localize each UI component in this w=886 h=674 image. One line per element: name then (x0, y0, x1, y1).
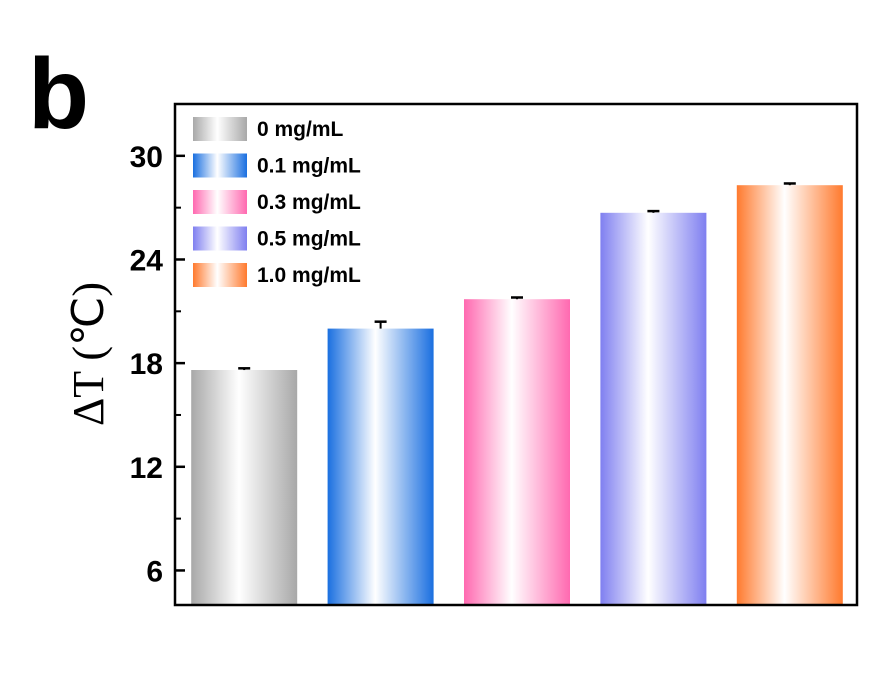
legend-label: 0.3 mg/mL (257, 191, 361, 214)
legend-label: 0 mg/mL (257, 118, 344, 141)
legend-item-4: 0.5 mg/mL (193, 226, 361, 251)
legend-swatch (193, 190, 247, 214)
y-axis-title: ΔT (℃) (64, 282, 113, 426)
y-tick-label: 30 (130, 141, 163, 174)
legend-item-2: 0.1 mg/mL (193, 153, 361, 178)
y-tick-label: 24 (130, 244, 164, 277)
error-bars-layer (238, 182, 796, 371)
error-bar-2 (374, 320, 387, 329)
bar-2 (327, 328, 434, 605)
y-tick-label: 6 (146, 555, 163, 588)
y-tick-label: 12 (130, 452, 163, 485)
bar-3 (464, 299, 570, 605)
legend-swatch (193, 153, 247, 178)
panel-label: b (28, 38, 89, 150)
legend-swatch (193, 226, 247, 251)
error-bar-1 (238, 367, 251, 371)
legend-swatch (193, 117, 247, 141)
error-bar-3 (511, 296, 523, 300)
legend-label: 1.0 mg/mL (257, 264, 361, 287)
bar-4 (600, 212, 707, 606)
legend-item-1: 0 mg/mL (193, 117, 344, 141)
plot-frame (173, 102, 859, 607)
legend-label: 0.1 mg/mL (257, 155, 361, 178)
bars-layer (191, 185, 843, 606)
bar-1 (191, 370, 298, 605)
error-bar-5 (783, 182, 796, 186)
error-bar-4 (647, 209, 660, 213)
legend-label: 0.5 mg/mL (257, 228, 361, 251)
legend-item-5: 1.0 mg/mL (193, 263, 361, 287)
y-ticks-layer: 6 12 18 24 30 (130, 103, 185, 588)
legend-swatch (193, 263, 247, 287)
legend: 0 mg/mL 0.1 mg/mL 0.3 mg/mL 0.5 mg/mL 1.0 mg… (193, 117, 361, 287)
legend-item-3: 0.3 mg/mL (193, 190, 361, 214)
bar-5 (736, 185, 843, 605)
y-tick-label: 18 (130, 348, 163, 381)
